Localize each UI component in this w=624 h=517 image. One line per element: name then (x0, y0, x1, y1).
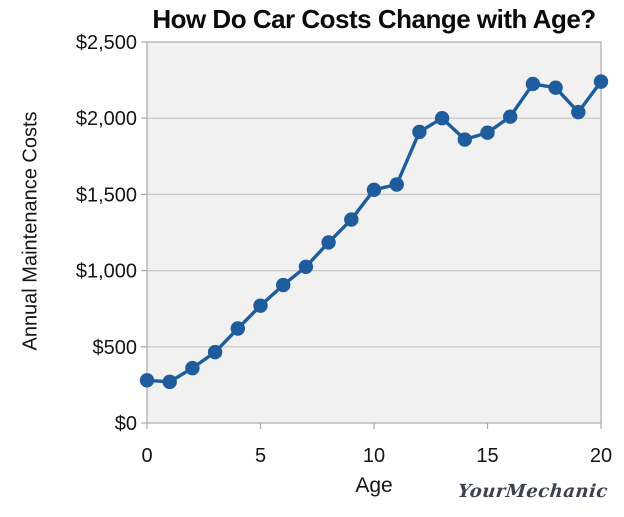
data-point-marker (344, 212, 359, 227)
x-tick-label: 0 (141, 445, 152, 467)
data-point-marker (412, 124, 427, 140)
data-point-marker (366, 182, 382, 198)
yourmechanic-logo: YourMechanic (457, 481, 610, 502)
data-point-marker (593, 74, 609, 89)
chart-title: How Do Car Costs Change with Age? (152, 4, 596, 34)
data-point-marker (298, 259, 314, 274)
x-tick-label: 10 (363, 445, 385, 467)
x-tick-label: 5 (255, 445, 266, 467)
y-tick-label: $2,000 (76, 108, 137, 130)
data-point-marker (253, 298, 268, 313)
y-tick-label: $1,000 (76, 261, 137, 283)
data-point-marker (434, 111, 450, 126)
y-tick-label: $1,500 (76, 184, 137, 206)
x-axis-title: Age (355, 474, 393, 497)
plot-background (146, 41, 602, 424)
data-point-marker (571, 104, 586, 120)
data-point-marker (389, 177, 404, 192)
x-tick-label: 20 (590, 445, 612, 467)
data-point-marker (503, 109, 518, 124)
data-point-marker (276, 277, 291, 293)
x-tick-label: 15 (476, 445, 498, 467)
data-point-marker (230, 321, 245, 336)
data-point-marker (480, 125, 495, 140)
y-tick-label: $0 (115, 413, 137, 435)
data-point-marker (321, 235, 336, 250)
y-tick-label: $500 (93, 337, 138, 359)
data-point-marker (457, 132, 472, 147)
data-point-marker (139, 373, 155, 388)
y-tick-label: $2,500 (76, 32, 137, 54)
data-point-marker (185, 360, 200, 376)
data-point-marker (548, 80, 563, 95)
data-point-marker (525, 76, 541, 92)
data-point-marker (162, 374, 177, 390)
data-point-marker (207, 344, 223, 360)
